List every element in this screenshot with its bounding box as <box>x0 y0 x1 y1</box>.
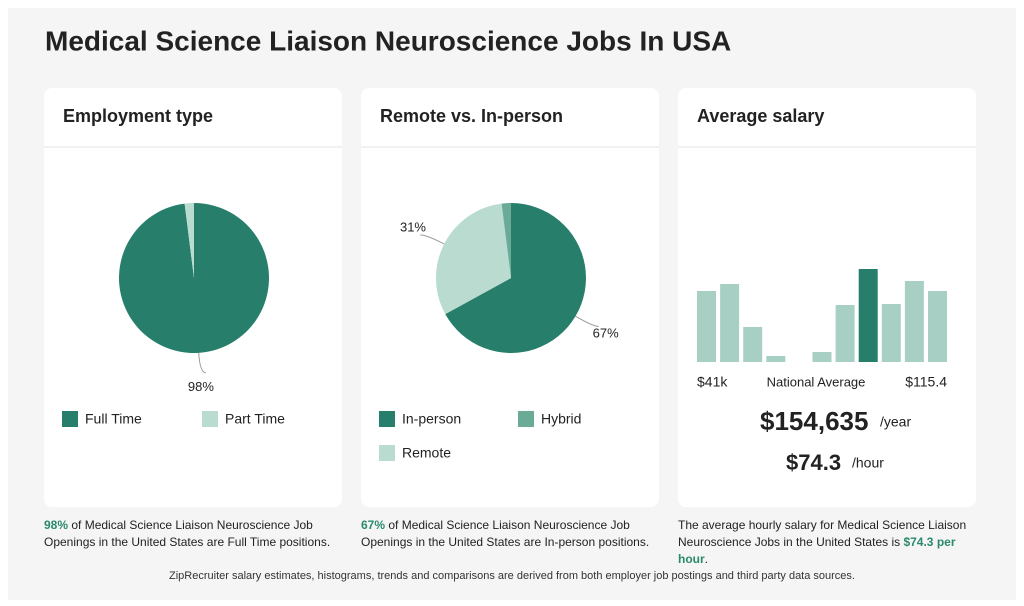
bar <box>766 356 786 362</box>
axis-label: $41k <box>697 374 728 390</box>
card-title: Employment type <box>63 106 213 126</box>
bar <box>881 304 901 362</box>
page-title: Medical Science Liaison Neuroscience Job… <box>45 25 731 56</box>
bar <box>858 269 878 362</box>
pie-slice <box>184 203 194 278</box>
pie-slice <box>445 203 587 354</box>
bar <box>812 352 832 362</box>
legend-label: Hybrid <box>541 411 581 427</box>
footer: ZipRecruiter salary estimates, histogram… <box>169 570 855 582</box>
slice-label: 98% <box>188 379 214 394</box>
card-title: Average salary <box>697 106 824 126</box>
legend-label: Remote <box>402 445 451 461</box>
bar <box>743 327 763 362</box>
bar <box>835 305 855 362</box>
legend-label: Full Time <box>85 411 142 427</box>
caption-strong: $74.3 per hour <box>678 535 956 566</box>
bar <box>720 284 740 362</box>
legend-swatch <box>379 445 395 461</box>
hourly-salary: $74.3 <box>786 450 841 475</box>
legend-swatch <box>62 411 78 427</box>
axis-label: $115.4 <box>905 374 947 390</box>
legend-swatch <box>379 411 395 427</box>
slice-label: 31% <box>400 219 426 234</box>
legend-swatch <box>518 411 534 427</box>
leader-line <box>420 234 445 245</box>
caption: The average hourly salary for Medical Sc… <box>678 517 978 568</box>
legend-label: Part Time <box>225 411 285 427</box>
caption-text: . <box>704 552 709 566</box>
hourly-unit: /hour <box>852 455 884 471</box>
caption: 67% of Medical Science Liaison Neuroscie… <box>361 517 661 551</box>
caption-text: The average hourly salary for Medical Sc… <box>678 518 967 549</box>
caption-strong: 98% <box>44 518 69 532</box>
legend-label: In-person <box>402 411 461 427</box>
pie-slice <box>501 203 511 278</box>
axis-label: National Average <box>767 374 866 389</box>
bar <box>904 281 924 362</box>
yearly-salary: $154,635 <box>760 406 868 436</box>
caption: 98% of Medical Science Liaison Neuroscie… <box>44 517 344 551</box>
caption-text: of Medical Science Liaison Neuroscience … <box>44 518 331 549</box>
bar <box>697 291 716 362</box>
pie-slice <box>119 203 270 353</box>
card-title: Remote vs. In-person <box>380 106 563 126</box>
caption-strong: 67% <box>361 518 386 532</box>
leader-line <box>575 315 599 327</box>
caption-text: of Medical Science Liaison Neuroscience … <box>361 518 650 549</box>
pie-slice <box>436 203 511 315</box>
bar <box>928 291 947 362</box>
card <box>678 88 976 507</box>
slice-label: 67% <box>593 325 619 340</box>
yearly-unit: /year <box>880 414 911 430</box>
leader-line <box>198 352 207 374</box>
legend-swatch <box>202 411 218 427</box>
